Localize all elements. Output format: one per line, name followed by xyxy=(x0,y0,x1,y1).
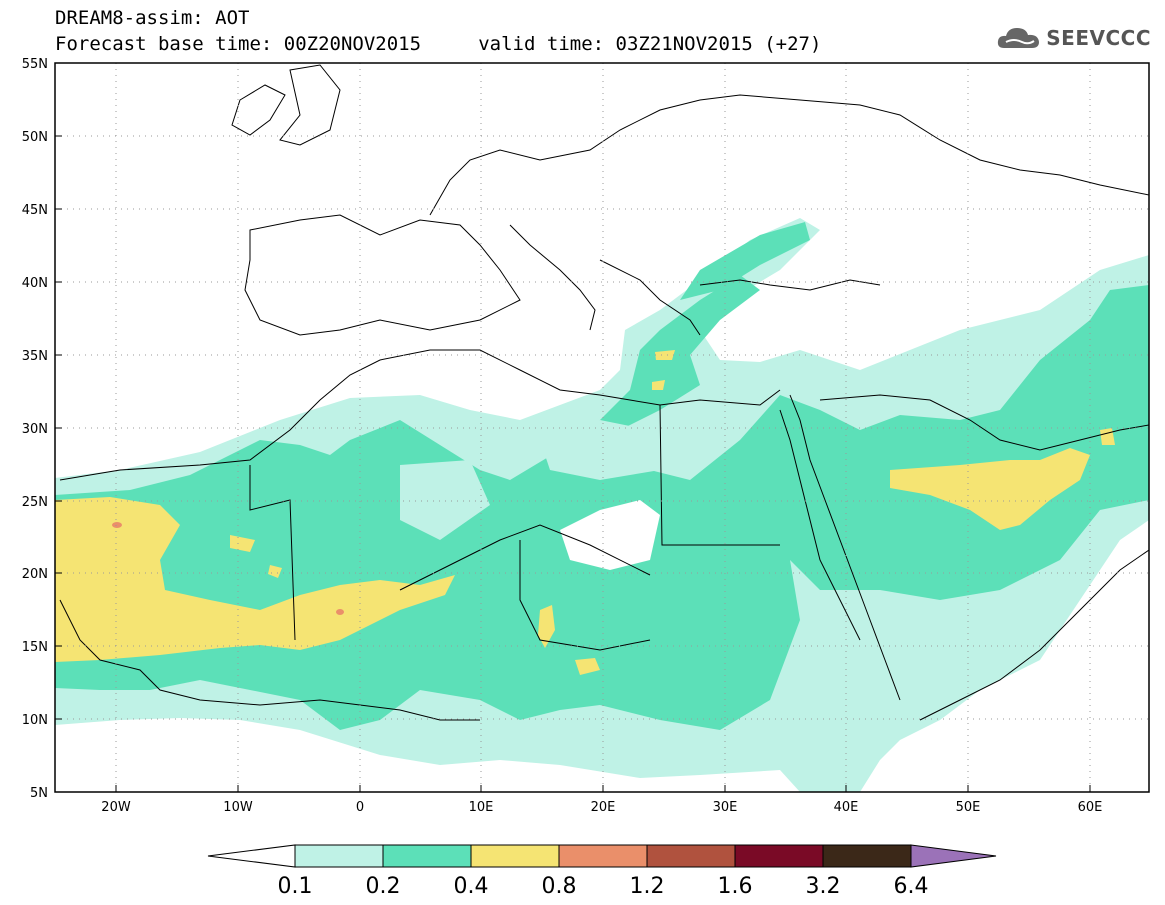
lon-tick-label: 30E xyxy=(713,800,738,815)
lat-tick-label: 35N xyxy=(22,349,48,364)
colorbar-label: 0.8 xyxy=(542,874,577,899)
lat-tick-label: 20N xyxy=(22,567,48,582)
colorbar-label: 0.2 xyxy=(366,874,401,899)
aot-contour-0.4 xyxy=(55,350,1115,675)
lon-tick-label: 40E xyxy=(834,800,859,815)
coastlines xyxy=(59,64,1149,721)
lat-tick-label: 50N xyxy=(22,130,48,145)
map-subtitle: Forecast base time: 00Z20NOV2015 valid t… xyxy=(55,33,822,55)
lon-tick-label: 10E xyxy=(469,800,494,815)
seevccc-logo: SEEVCCC xyxy=(996,24,1151,52)
colorbar-label: 0.4 xyxy=(454,874,489,899)
colorbar-label: 6.4 xyxy=(894,874,929,899)
lat-tick-label: 30N xyxy=(22,422,48,437)
colorbar-swatch xyxy=(822,844,912,868)
gridlines xyxy=(55,63,1149,792)
colorbar-swatch xyxy=(734,844,824,868)
colorbar-label: 0.1 xyxy=(278,874,313,899)
logo-text: SEEVCCC xyxy=(1046,26,1151,50)
colorbar-label: 3.2 xyxy=(806,874,841,899)
lon-tick-label: 10W xyxy=(223,800,253,815)
colorbar-swatch xyxy=(294,844,384,868)
map-title: DREAM8-assim: AOT xyxy=(55,7,250,29)
lon-tick-label: 20E xyxy=(591,800,616,815)
lat-tick-label: 15N xyxy=(22,640,48,655)
lat-tick-label: 5N xyxy=(30,786,48,801)
colorbar: 0.1 0.2 0.4 0.8 1.2 1.6 3.2 6.4 xyxy=(207,844,997,899)
colorbar-swatch xyxy=(470,844,560,868)
colorbar-low-arrow xyxy=(207,844,296,868)
colorbar-label: 1.2 xyxy=(630,874,665,899)
lat-tick-label: 40N xyxy=(22,276,48,291)
colorbar-swatch xyxy=(382,844,472,868)
lon-tick-label: 20W xyxy=(101,800,131,815)
lon-tick-label: 0 xyxy=(356,800,364,815)
lat-tick-label: 45N xyxy=(22,203,48,218)
lat-tick-label: 25N xyxy=(22,495,48,510)
aot-contour-0.8 xyxy=(112,522,344,615)
colorbar-swatch xyxy=(646,844,736,868)
colorbar-swatch xyxy=(558,844,648,868)
lon-axis: 20W 10W 0 10E 20E 30E 40E 50E 60E xyxy=(101,785,1102,815)
lat-tick-label: 10N xyxy=(22,713,48,728)
lat-axis: 55N 50N 45N 40N 35N 30N 25N 20N 15N 10N … xyxy=(22,57,62,801)
lon-tick-label: 50E xyxy=(956,800,981,815)
lat-tick-label: 55N xyxy=(22,57,48,72)
colorbar-high-arrow xyxy=(910,844,997,868)
lon-tick-label: 60E xyxy=(1078,800,1103,815)
colorbar-label: 1.6 xyxy=(718,874,753,899)
aot-field xyxy=(55,63,1149,792)
cloud-icon xyxy=(998,28,1040,48)
